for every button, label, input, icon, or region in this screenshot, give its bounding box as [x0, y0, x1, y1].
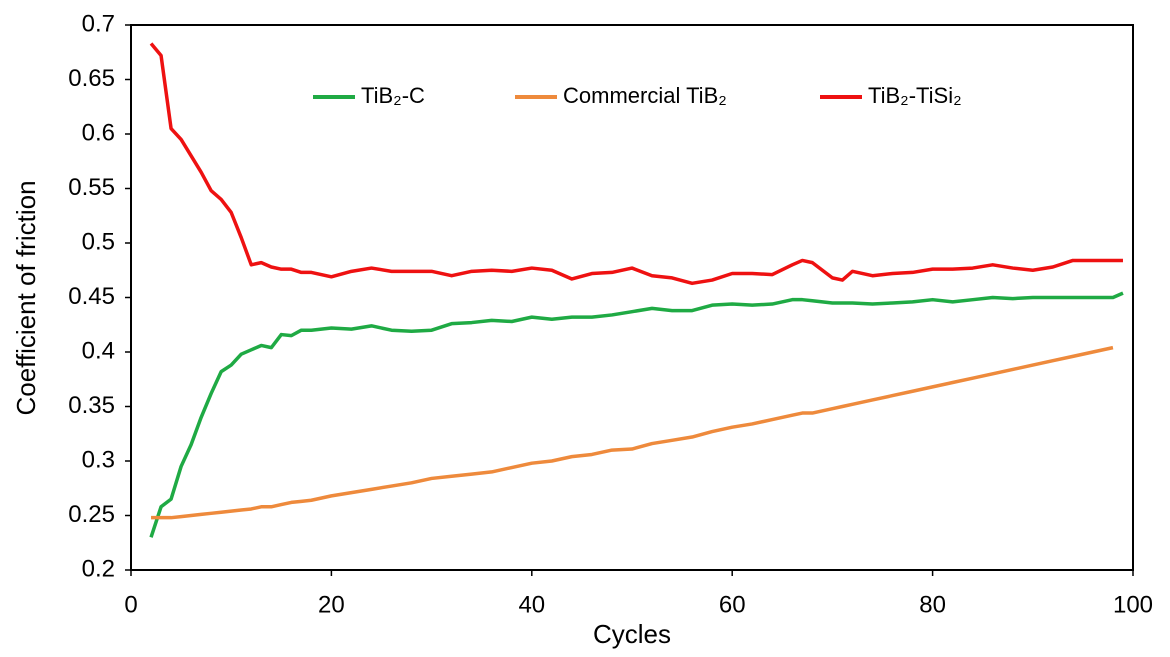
- y-tick-label: 0.55: [68, 174, 115, 201]
- x-tick-label: 60: [719, 591, 746, 618]
- x-tick-label: 20: [318, 591, 345, 618]
- x-tick-label: 40: [518, 591, 545, 618]
- y-tick-label: 0.3: [82, 446, 115, 473]
- line: [151, 345, 1114, 520]
- y-tick-label: 0.2: [82, 555, 115, 582]
- line: [149, 291, 1124, 538]
- x-tick-label: 100: [1113, 591, 1153, 618]
- x-tick-label: 0: [124, 591, 137, 618]
- y-tick-label: 0.7: [82, 10, 115, 37]
- legend-label: Commercial TiB₂: [563, 83, 727, 108]
- legend-label: TiB₂-TiSi₂: [868, 83, 962, 108]
- y-tick-label: 0.35: [68, 392, 115, 419]
- legend-label: TiB₂-C: [361, 83, 425, 108]
- line: [149, 42, 1123, 286]
- y-tick-label: 0.5: [82, 228, 115, 255]
- y-tick-label: 0.65: [68, 65, 115, 92]
- x-tick-label: 80: [919, 591, 946, 618]
- y-axis-title: Coefficient of friction: [11, 180, 41, 415]
- y-tick-label: 0.45: [68, 283, 115, 310]
- y-tick-label: 0.6: [82, 119, 115, 146]
- x-axis-title: Cycles: [593, 619, 671, 649]
- y-tick-label: 0.25: [68, 501, 115, 528]
- y-tick-label: 0.4: [82, 337, 115, 364]
